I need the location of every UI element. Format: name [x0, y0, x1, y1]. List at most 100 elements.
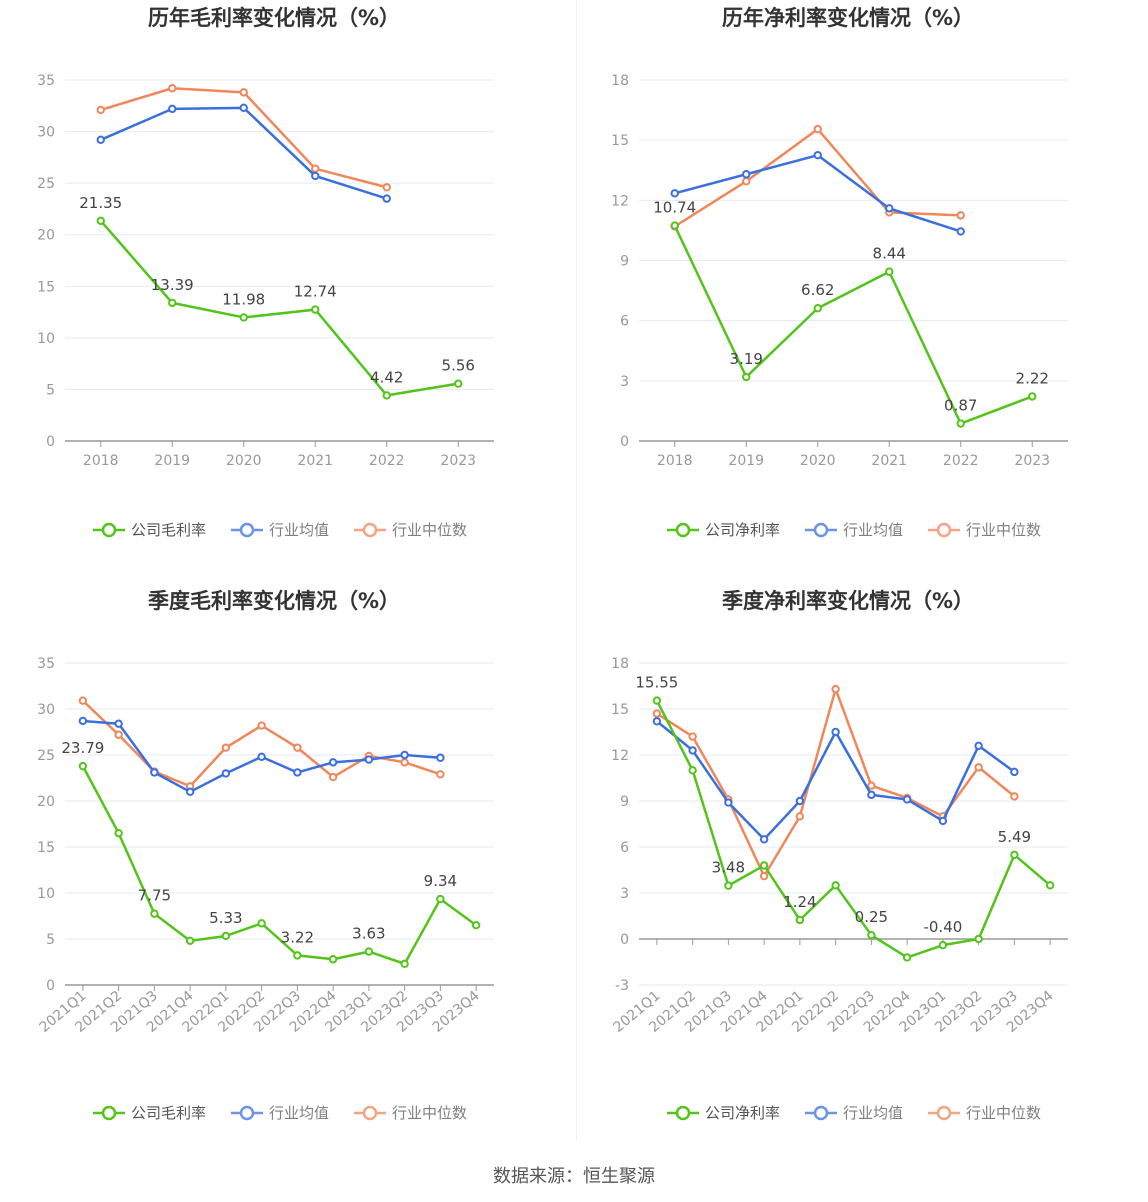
data-point-avg — [400, 750, 409, 760]
data-point-median — [78, 696, 88, 705]
source-note: 数据来源：恒生聚源 — [493, 1166, 655, 1187]
data-point-avg — [742, 170, 751, 179]
data-point-company — [364, 947, 374, 956]
legend-label: 行业均值 — [269, 1104, 329, 1122]
y-tick-label: 3 — [620, 374, 629, 390]
legend-item-median: 行业中位数 — [928, 1104, 1041, 1122]
data-point-median — [400, 758, 409, 767]
data-point-company — [670, 221, 679, 230]
legend-marker — [813, 522, 829, 538]
data-point-company — [436, 894, 445, 904]
data-point-company — [742, 372, 751, 382]
data-label: 0.87 — [944, 397, 977, 415]
legend-label: 行业中位数 — [392, 1104, 467, 1122]
data-point-company — [150, 909, 159, 918]
chart-panel-quarterly-net: 季度净利率变化情况（%） -3 0 3 6 9 12 15 18 2021Q1 2021Q2 2021… — [574, 583, 1148, 1166]
data-point-avg — [257, 752, 266, 762]
data-point-median — [1010, 792, 1019, 801]
data-point-avg — [974, 741, 983, 751]
legend-label: 行业均值 — [843, 1104, 903, 1122]
data-point-median — [742, 177, 751, 186]
data-label: -0.40 — [923, 918, 962, 936]
series-line-avg — [100, 106, 388, 200]
data-label: 21.35 — [79, 194, 122, 212]
data-point-median — [795, 812, 805, 821]
legend-marker — [362, 522, 378, 538]
data-point-company — [293, 951, 302, 960]
y-tick-label: 0 — [620, 932, 629, 948]
data-label: 6.62 — [801, 281, 834, 299]
data-label: 3.19 — [730, 350, 763, 368]
y-tick-label: 15 — [37, 840, 55, 856]
panel-divider — [576, 0, 577, 1140]
y-tick-label: 12 — [611, 193, 629, 209]
data-label: 3.48 — [712, 859, 745, 877]
data-point-avg — [795, 796, 805, 806]
series-line-avg — [656, 720, 1016, 841]
legend-marker — [101, 1105, 117, 1121]
data-point-median — [221, 743, 231, 752]
data-point-avg — [239, 103, 248, 113]
legend-marker — [936, 522, 952, 538]
data-point-company — [759, 861, 769, 870]
data-point-avg — [78, 716, 88, 726]
legend-label: 公司毛利率 — [131, 1104, 206, 1122]
series-line-median — [674, 127, 961, 228]
data-label: 23.79 — [61, 739, 104, 757]
data-point-company — [471, 921, 481, 930]
data-label: 1.24 — [783, 893, 816, 911]
data-point-company — [652, 696, 662, 705]
data-point-avg — [688, 746, 697, 755]
x-tick-label: 2019 — [154, 453, 190, 469]
data-point-company — [239, 313, 248, 322]
y-tick-label: 12 — [611, 748, 629, 764]
legend-item-median: 行业中位数 — [354, 1104, 467, 1122]
data-point-median — [688, 732, 697, 741]
data-label: 3.63 — [352, 925, 385, 943]
data-point-median — [974, 763, 983, 772]
data-point-company — [831, 881, 840, 890]
y-tick-label: 18 — [611, 73, 629, 89]
data-point-company — [1010, 850, 1019, 860]
legend-item-company: 公司净利率 — [667, 521, 780, 539]
data-point-company — [185, 936, 195, 946]
data-label: 4.42 — [370, 368, 403, 386]
x-tick-label: 2020 — [226, 453, 262, 469]
legend-marker — [101, 522, 117, 538]
data-label: 5.33 — [209, 909, 242, 927]
chart-title: 季度毛利率变化情况（%） — [148, 589, 400, 613]
data-point-avg — [670, 189, 679, 198]
data-point-company — [938, 940, 948, 950]
data-point-company — [221, 931, 231, 941]
data-point-median — [293, 743, 302, 752]
legend-item-company: 公司毛利率 — [93, 1104, 206, 1122]
data-label: 5.56 — [442, 357, 475, 375]
data-label: 2.22 — [1016, 369, 1049, 387]
data-point-company — [885, 267, 894, 276]
y-tick-label: 6 — [620, 314, 629, 330]
data-point-company — [454, 379, 463, 388]
y-tick-label: 6 — [620, 840, 629, 856]
y-tick-label: 10 — [37, 886, 55, 902]
y-tick-label: 18 — [611, 656, 629, 672]
y-tick-label: 0 — [620, 434, 629, 450]
y-tick-label: 35 — [37, 73, 55, 89]
data-point-median — [867, 781, 876, 790]
data-point-company — [382, 391, 391, 400]
data-point-avg — [902, 795, 912, 804]
chart-title: 历年毛利率变化情况（%） — [148, 6, 400, 30]
x-tick-label: 2022 — [369, 453, 405, 469]
x-tick-label: 2023 — [440, 453, 476, 469]
legend-marker — [362, 1105, 378, 1121]
data-label: 7.75 — [138, 887, 171, 905]
series-line-company — [99, 219, 459, 397]
data-point-company — [974, 934, 983, 944]
data-point-company — [168, 298, 177, 308]
legend-label: 行业中位数 — [392, 521, 467, 539]
data-point-median — [311, 164, 320, 173]
legend-marker — [936, 1105, 952, 1121]
data-point-avg — [221, 769, 231, 778]
data-point-avg — [652, 717, 662, 726]
data-point-avg — [185, 787, 195, 797]
data-point-company — [902, 953, 912, 962]
